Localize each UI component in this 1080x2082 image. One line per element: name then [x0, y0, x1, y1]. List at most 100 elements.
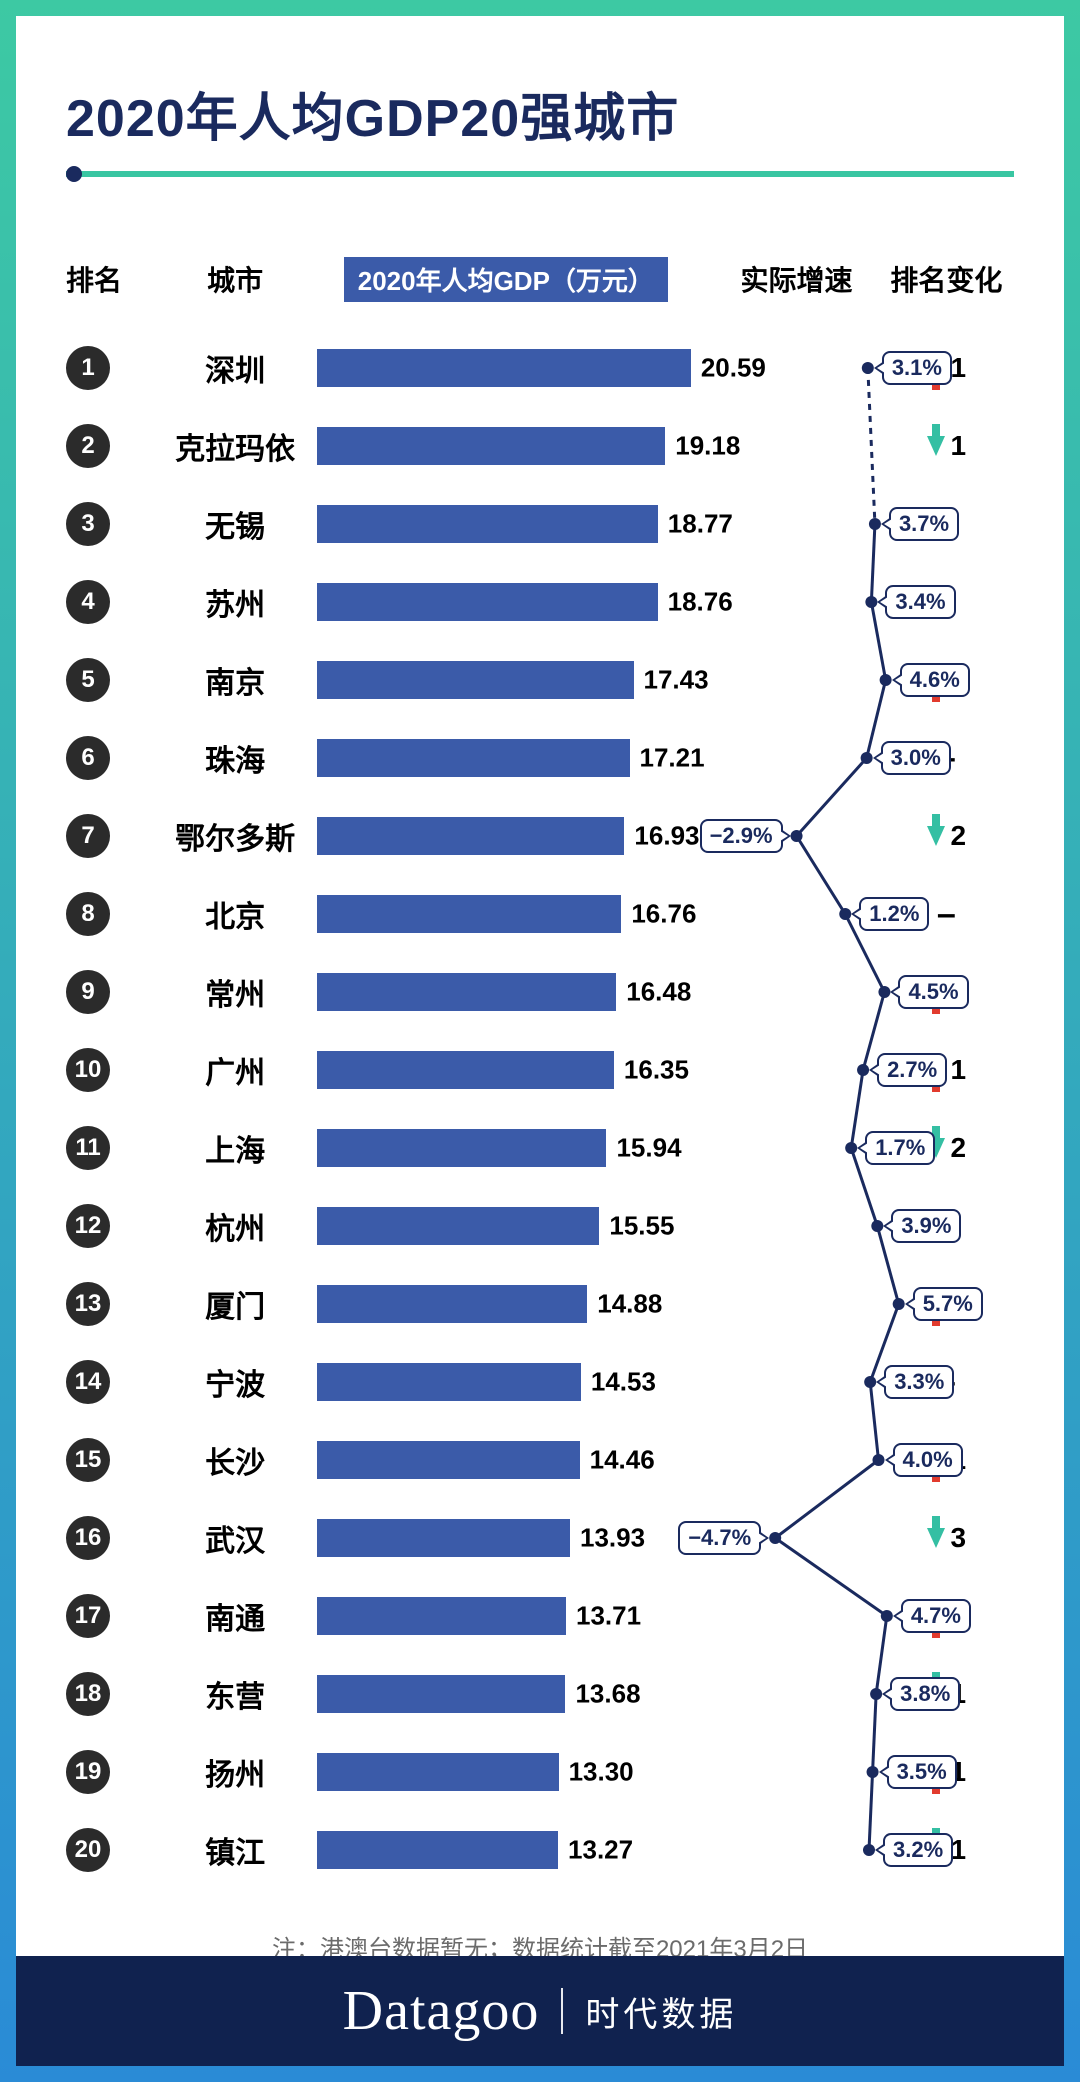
- gdp-bar: [317, 1597, 566, 1635]
- growth-label: −4.7%: [678, 1521, 761, 1555]
- table-row: 20 镇江 13.27 1: [66, 1811, 1014, 1889]
- gdp-bar: [317, 1675, 565, 1713]
- hdr-gdp-pill: 2020年人均GDP（万元）: [344, 257, 668, 302]
- growth-label: 3.4%: [885, 585, 955, 619]
- table-row: 5 南京 17.43 2: [66, 641, 1014, 719]
- gdp-value: 17.21: [640, 743, 705, 774]
- gdp-bar-wrap: 15.94: [317, 1129, 694, 1167]
- gdp-value: 15.94: [616, 1133, 681, 1164]
- city-name: 鄂尔多斯: [175, 823, 295, 856]
- city-name: 厦门: [205, 1291, 265, 1324]
- city-name: 常州: [205, 979, 265, 1012]
- growth-label: 3.3%: [884, 1365, 954, 1399]
- city-name: 珠海: [205, 745, 265, 778]
- growth-label: 3.1%: [882, 351, 952, 385]
- growth-label: 3.9%: [891, 1209, 961, 1243]
- growth-label: 4.7%: [901, 1599, 971, 1633]
- rank-change-value: 2: [951, 1132, 967, 1164]
- growth-label: 4.6%: [900, 663, 970, 697]
- city-name: 扬州: [205, 1759, 265, 1792]
- growth-label: −2.9%: [700, 819, 783, 853]
- table-row: 12 杭州 15.55 –: [66, 1187, 1014, 1265]
- city-name: 无锡: [205, 511, 265, 544]
- gdp-bar: [317, 1285, 587, 1323]
- rank-badge: 16: [66, 1516, 110, 1560]
- outer-frame: 2020年人均GDP20强城市 排名 城市 2020年人均GDP（万元） 实际增…: [0, 0, 1080, 2082]
- gdp-bar-wrap: 15.55: [317, 1207, 694, 1245]
- city-name: 广州: [205, 1057, 265, 1090]
- hdr-city: 城市: [153, 259, 317, 299]
- gdp-value: 14.53: [591, 1367, 656, 1398]
- rank-badge: 18: [66, 1672, 110, 1716]
- rank-change-value: 1: [951, 352, 967, 384]
- rank-badge: 17: [66, 1594, 110, 1638]
- gdp-value: 13.68: [575, 1679, 640, 1710]
- rank-change-value: 1: [951, 1054, 967, 1086]
- gdp-bar-wrap: 14.46: [317, 1441, 694, 1479]
- table-row: 2 克拉玛依 19.18 1: [66, 407, 1014, 485]
- table-row: 3 无锡 18.77 –: [66, 485, 1014, 563]
- growth-label: 4.0%: [893, 1443, 963, 1477]
- gdp-bar-wrap: 16.76: [317, 895, 694, 933]
- rank-change-value: 3: [951, 1522, 967, 1554]
- gdp-bar-wrap: 14.88: [317, 1285, 694, 1323]
- city-name: 杭州: [205, 1213, 265, 1246]
- gdp-bar: [317, 1831, 558, 1869]
- city-name: 宁波: [205, 1369, 265, 1402]
- rank-change: 2: [879, 820, 1014, 852]
- table-row: 14 宁波 14.53 –: [66, 1343, 1014, 1421]
- rank-change-value: 1: [951, 430, 967, 462]
- gdp-value: 13.27: [568, 1835, 633, 1866]
- rank-change: 3: [879, 1522, 1014, 1554]
- gdp-bar-wrap: 18.76: [317, 583, 694, 621]
- rank-badge: 12: [66, 1204, 110, 1248]
- brand-logo: Datagoo: [343, 1979, 540, 2043]
- hdr-gdp: 2020年人均GDP（万元）: [317, 257, 694, 302]
- growth-label: 3.0%: [881, 741, 951, 775]
- gdp-bar-wrap: 13.71: [317, 1597, 694, 1635]
- gdp-bar: [317, 739, 629, 777]
- gdp-value: 16.93: [634, 821, 699, 852]
- gdp-bar: [317, 505, 657, 543]
- rank-badge: 3: [66, 502, 110, 546]
- gdp-bar-wrap: 20.59: [317, 349, 694, 387]
- rank-change-value: 2: [951, 820, 967, 852]
- rank-badge: 20: [66, 1828, 110, 1872]
- hdr-change: 排名变化: [879, 259, 1014, 299]
- gdp-bar-wrap: 17.21: [317, 739, 694, 777]
- table-row: 16 武汉 13.93 3: [66, 1499, 1014, 1577]
- table-row: 15 长沙 14.46 1: [66, 1421, 1014, 1499]
- gdp-bar: [317, 895, 621, 933]
- gdp-bar-wrap: 14.53: [317, 1363, 694, 1401]
- gdp-bar-wrap: 13.68: [317, 1675, 694, 1713]
- table-row: 17 南通 13.71 4: [66, 1577, 1014, 1655]
- gdp-bar: [317, 661, 633, 699]
- gdp-bar: [317, 427, 665, 465]
- growth-label: 3.5%: [887, 1755, 957, 1789]
- table-row: 18 东营 13.68 1: [66, 1655, 1014, 1733]
- column-headers: 排名 城市 2020年人均GDP（万元） 实际增速 排名变化: [66, 249, 1014, 309]
- gdp-value: 17.43: [644, 665, 709, 696]
- gdp-bar-wrap: 16.93: [317, 817, 694, 855]
- city-name: 苏州: [205, 589, 265, 622]
- rank-badge: 7: [66, 814, 110, 858]
- rows-container: 1 深圳 20.59 1 2 克拉玛依 19.18: [66, 329, 1014, 1889]
- growth-label: 5.7%: [913, 1287, 983, 1321]
- gdp-value: 14.88: [597, 1289, 662, 1320]
- gdp-bar-wrap: 19.18: [317, 427, 694, 465]
- table-row: 19 扬州 13.30 1: [66, 1733, 1014, 1811]
- rank-badge: 9: [66, 970, 110, 1014]
- rank-badge: 5: [66, 658, 110, 702]
- rank-badge: 4: [66, 580, 110, 624]
- rank-badge: 13: [66, 1282, 110, 1326]
- rank-badge: 14: [66, 1360, 110, 1404]
- table-row: 1 深圳 20.59 1: [66, 329, 1014, 407]
- rank-badge: 2: [66, 424, 110, 468]
- rank-badge: 6: [66, 736, 110, 780]
- gdp-bar: [317, 1129, 606, 1167]
- growth-label: 1.2%: [859, 897, 929, 931]
- rank-badge: 19: [66, 1750, 110, 1794]
- gdp-value: 18.77: [668, 509, 733, 540]
- rank-badge: 1: [66, 346, 110, 390]
- gdp-value: 18.76: [668, 587, 733, 618]
